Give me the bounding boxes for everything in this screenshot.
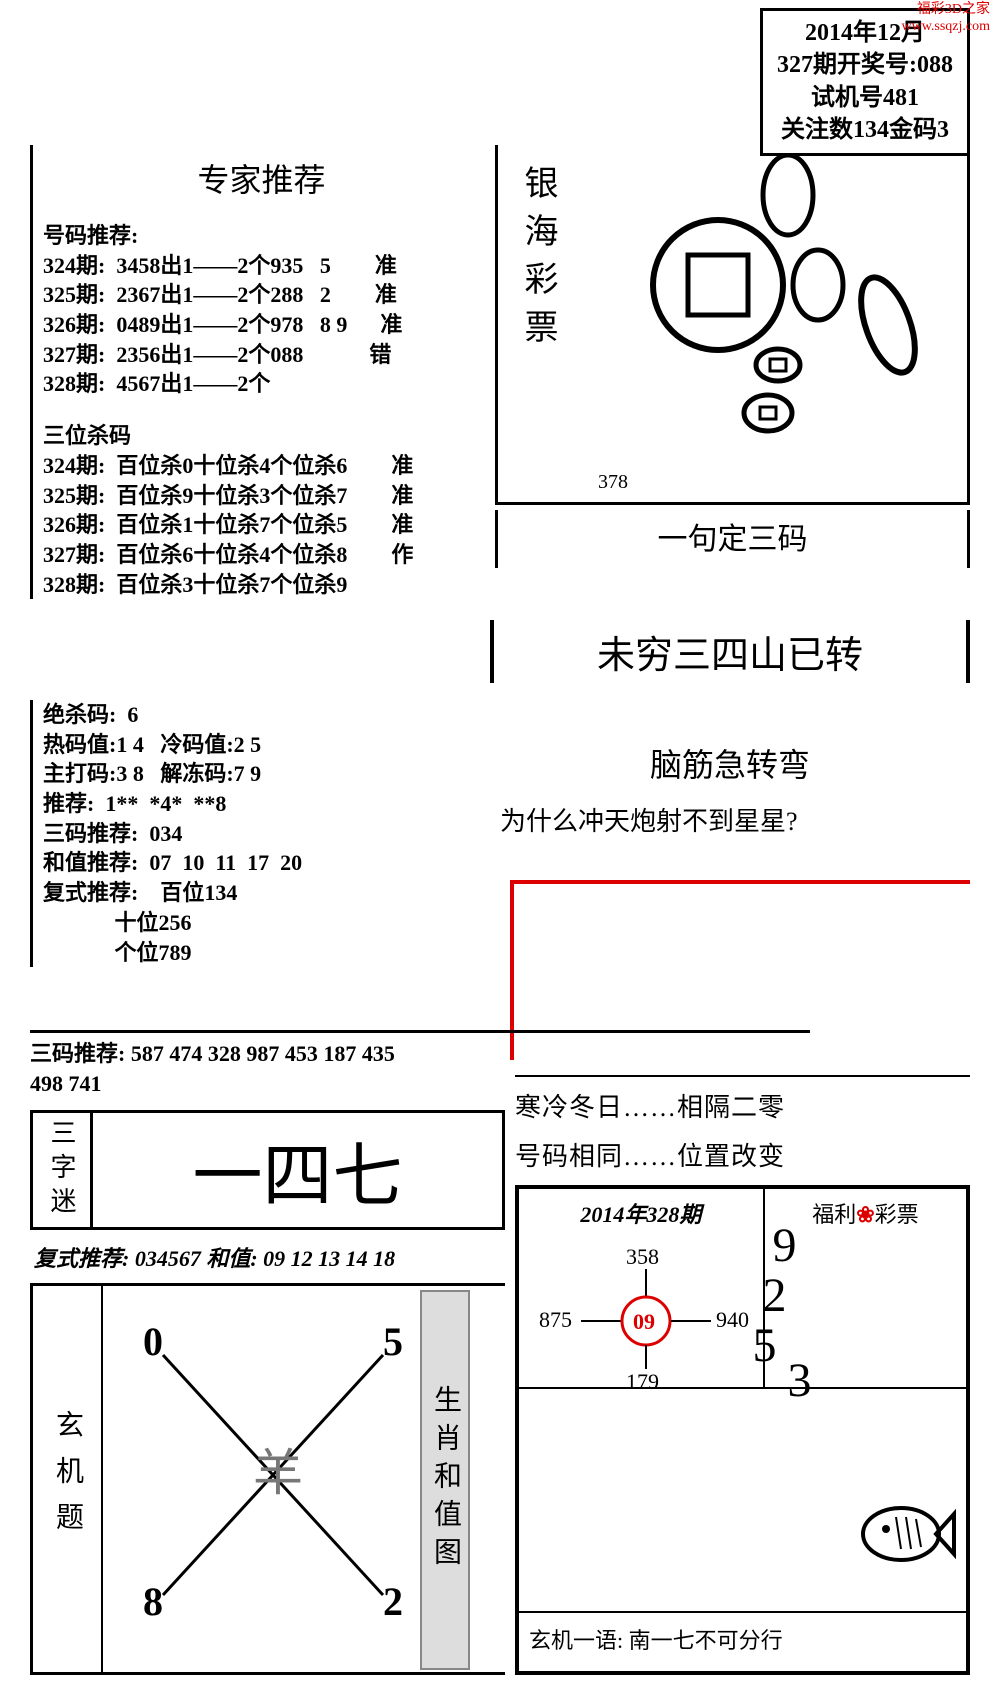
xuanji-label: 玄机题: [33, 1285, 103, 1672]
poem-line-2: 号码相同……位置改变: [515, 1132, 970, 1181]
detail-4: 三码推荐: 034: [43, 819, 480, 849]
br-number-wheel: 2014年328期 358 875 09 940 179: [519, 1189, 765, 1387]
kill-label: 三位杀码: [43, 421, 480, 451]
sanma-row: 三码推荐: 587 474 328 987 453 187 435 498 74…: [30, 1030, 810, 1098]
bignum-2: 5: [753, 1324, 777, 1367]
kill-row-4: 328期: 百位杀3十位杀7个位杀9: [43, 570, 480, 600]
detail-2: 主打码:3 8 解冻码:7 9: [43, 759, 480, 789]
bignum-3: 3: [788, 1359, 812, 1402]
riddle-section: 脑筋急转弯 为什么冲天炮射不到星星?: [500, 740, 960, 840]
fushi-row: 复式推荐: 034567 和值: 09 12 13 14 18: [30, 1235, 505, 1286]
hint-text: 南一七不可分行: [629, 1628, 783, 1653]
yinhai-glyph: [598, 155, 948, 435]
br-hint: 玄机一语: 南一七不可分行: [519, 1611, 966, 1665]
numrec-row-1: 325期: 2367出1——2个288 2 准: [43, 280, 480, 310]
yinhai-title: 银海彩票: [513, 165, 562, 357]
expert-title: 专家推荐: [43, 155, 480, 201]
side-vertical-title: 生肖和值图: [420, 1290, 470, 1670]
detail-5: 和值推荐: 07 10 11 17 20: [43, 848, 480, 878]
xuanji-br: 2: [383, 1579, 403, 1624]
riddle-title: 脑筋急转弯: [500, 740, 960, 786]
fish-icon: [846, 1489, 956, 1579]
wheel-bottom: 179: [626, 1369, 659, 1394]
xuanji-center: 羊: [253, 1445, 303, 1501]
wheel-center: 09: [633, 1309, 655, 1334]
numrec-label: 号码推荐:: [43, 221, 480, 251]
xuanji-bl: 8: [143, 1579, 163, 1624]
kill-row-0: 324期: 百位杀0十位杀4个位杀6 准: [43, 451, 480, 481]
watermark: 福彩3D之家 www.ssqzj.com: [901, 2, 990, 36]
numrec-row-0: 324期: 3458出1——2个935 5 准: [43, 251, 480, 281]
detail-6: 复式推荐: 百位134: [43, 878, 480, 908]
hint-label: 玄机一语:: [529, 1628, 623, 1653]
detail-7: 十位256: [43, 908, 480, 938]
header-trial: 试机号481: [777, 82, 953, 114]
bignum-0: 9: [773, 1224, 797, 1267]
yinhai-number: 378: [598, 471, 628, 494]
riddle-question: 为什么冲天炮射不到星星?: [500, 804, 960, 840]
wheel-left: 875: [539, 1307, 572, 1332]
sanzi-label: 三字迷: [33, 1113, 93, 1227]
phrase: 未穷三四山已转: [490, 620, 970, 683]
kill-row-2: 326期: 百位杀1十位杀7个位杀5 准: [43, 510, 480, 540]
expert-section: 专家推荐 号码推荐: 324期: 3458出1——2个935 5 准 325期:…: [30, 145, 480, 599]
watermark-line2: www.ssqzj.com: [901, 19, 990, 36]
kill-row-1: 325期: 百位杀9十位杀3个位杀7 准: [43, 481, 480, 511]
details-section: 绝杀码: 6 热码值:1 4 冷码值:2 5 主打码:3 8 解冻码:7 9 推…: [30, 700, 480, 967]
kill-row-3: 327期: 百位杀6十位杀4个位杀8 作: [43, 540, 480, 570]
numrec-row-4: 328期: 4567出1——2个: [43, 369, 480, 399]
wheel-top: 358: [626, 1244, 659, 1269]
numrec-row-3: 327期: 2356出1——2个088 错: [43, 340, 480, 370]
header-focus: 关注数134金码3: [777, 114, 953, 146]
sanzi-box: 三字迷 一四七: [30, 1110, 505, 1230]
header-draw: 327期开奖号:088: [777, 49, 953, 81]
detail-3: 推荐: 1** *4* **8: [43, 789, 480, 819]
sanzi-value: 一四七: [93, 1113, 502, 1227]
br-period: 2014年328期: [519, 1197, 763, 1229]
yinhai-panel: 银海彩票 378: [495, 145, 970, 505]
detail-0: 绝杀码: 6: [43, 700, 480, 730]
watermark-line1: 福彩3D之家: [901, 2, 990, 19]
detail-1: 热码值:1 4 冷码值:2 5: [43, 730, 480, 760]
xuanji-tl: 0: [143, 1319, 163, 1364]
detail-8: 个位789: [43, 938, 480, 968]
bignum-1: 2: [763, 1274, 787, 1317]
coin-glyph-icon: [598, 155, 948, 435]
xuanji-tr: 5: [383, 1319, 403, 1364]
numrec-row-2: 326期: 0489出1——2个978 8 9 准: [43, 310, 480, 340]
yinhai-caption: 一句定三码: [495, 510, 970, 568]
bottom-right-panel: 2014年328期 358 875 09 940 179 福利❀彩票 9 2 5…: [515, 1185, 970, 1675]
